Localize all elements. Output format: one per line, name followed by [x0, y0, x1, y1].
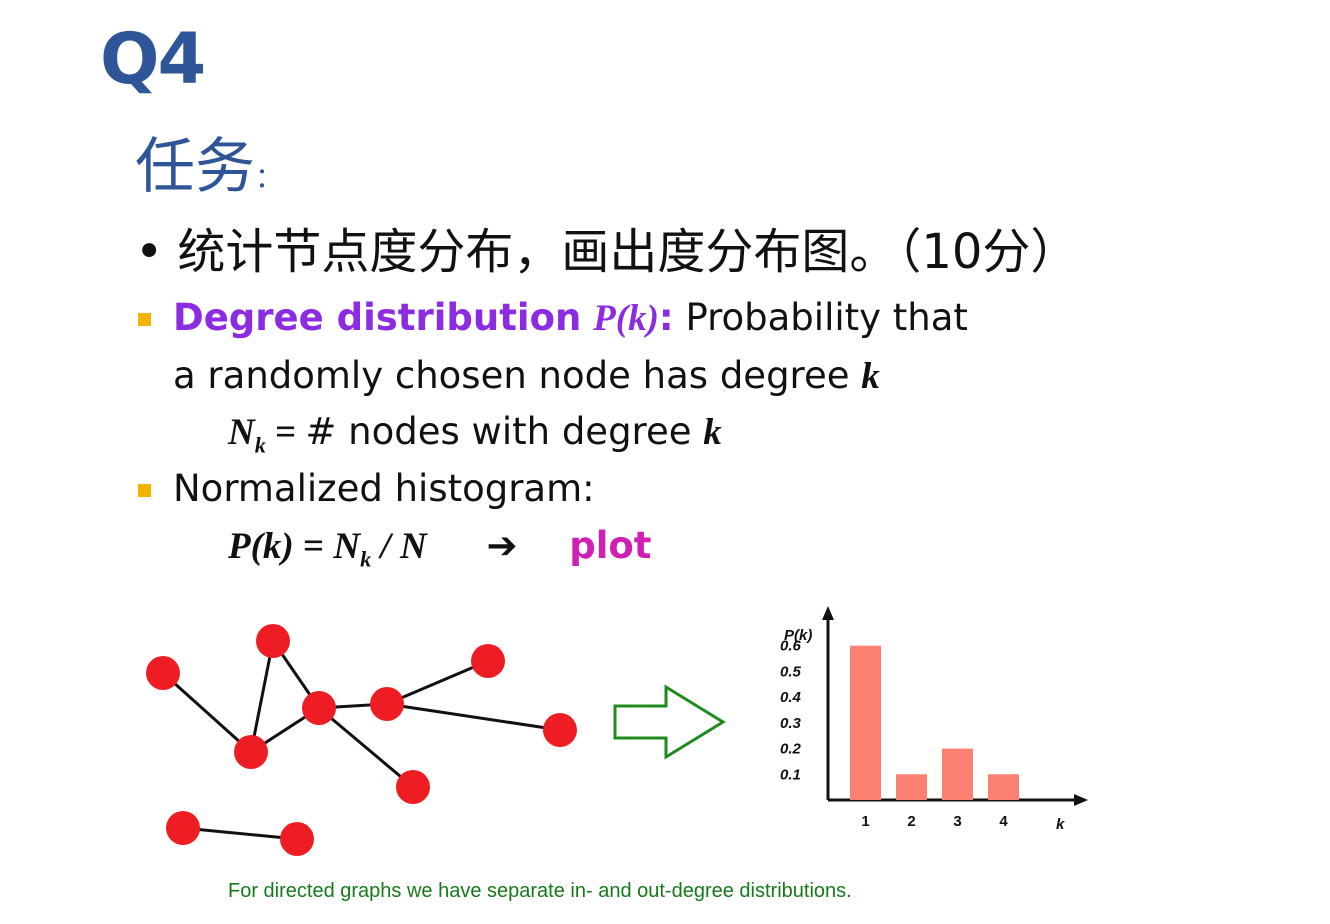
histogram-bar [988, 774, 1019, 800]
plot-word: plot [569, 524, 652, 567]
x-axis-arrowhead-icon [1074, 794, 1088, 806]
bullet-square-icon [138, 484, 151, 497]
x-tick-label: 2 [907, 813, 915, 830]
histogram-bar [850, 645, 881, 800]
definition-line-2: a randomly chosen node has degree k [173, 354, 880, 398]
y-tick-label: 0.6 [780, 638, 802, 655]
nk-subscript: k [254, 432, 266, 458]
task-heading: 任务： [135, 118, 283, 205]
graph-node [146, 656, 180, 690]
graph-node [302, 691, 336, 725]
transform-arrow-icon [613, 684, 726, 760]
nk-text: # nodes with degree [305, 410, 692, 453]
x-tick-label: 1 [861, 813, 869, 830]
nk-k: k [703, 412, 722, 453]
graph-node [370, 687, 404, 721]
formula: P(k) = Nk / N ➔ plot [228, 524, 652, 572]
graph-edge [386, 702, 561, 732]
y-axis-label: P(k) [784, 627, 812, 644]
definition-k: k [861, 356, 880, 397]
y-tick-label: 0.1 [780, 766, 801, 783]
definition-text-1: Probability that [685, 296, 968, 339]
task-bullet: • 统计节点度分布，画出度分布图。（10分） [135, 212, 1078, 282]
histogram-bar [896, 774, 927, 800]
task-colon: ： [255, 161, 284, 194]
x-tick-label: 3 [953, 813, 961, 830]
formula-equals: = [293, 526, 334, 567]
definition-term-colon: : [658, 296, 674, 339]
graph-edge [182, 826, 298, 841]
definition-term: Degree distribution [173, 296, 582, 339]
graph-node [256, 624, 290, 658]
graph-node [234, 735, 268, 769]
graph-edge [249, 640, 275, 753]
slide-title: Q4 [100, 18, 206, 100]
graph-edge [386, 659, 489, 706]
footnote: For directed graphs we have separate in-… [228, 880, 852, 902]
graph-node [166, 811, 200, 845]
y-tick-label: 0.4 [780, 689, 802, 706]
y-tick-label: 0.2 [780, 741, 802, 758]
nk-definition: Nk = # nodes with degree k [228, 410, 722, 458]
formula-div: / N [371, 526, 427, 567]
graph-edge [318, 706, 414, 789]
nk-equals: = [265, 412, 306, 453]
y-axis-arrowhead-icon [822, 606, 834, 620]
graph-edge [161, 671, 253, 754]
graph-node [396, 770, 430, 804]
formula-lhs: P(k) [228, 526, 294, 567]
graph-node [280, 822, 314, 856]
definition-text-2: a randomly chosen node has degree [173, 354, 850, 397]
histogram-label: Normalized histogram: [173, 467, 595, 510]
formula-subscript: k [360, 546, 372, 572]
x-tick-label: 4 [999, 813, 1008, 830]
x-axis-label: k [1056, 816, 1065, 833]
task-label: 任务 [135, 132, 255, 202]
arrow-right-icon: ➔ [486, 524, 518, 567]
graph-node [471, 644, 505, 678]
y-tick-label: 0.5 [780, 663, 802, 680]
bullet-dot: • [135, 224, 164, 280]
definition-term-symbol: P(k) [593, 298, 659, 339]
task-text: 统计节点度分布，画出度分布图。（10分） [177, 224, 1079, 280]
histogram-bar [942, 748, 973, 800]
degree-histogram-chart: P(k) 0.1 0.2 0.3 0.4 0.5 0.6 1 2 3 4 k [780, 606, 1088, 833]
definition-line-1: Degree distribution P(k): Probability th… [173, 296, 968, 340]
graph-node [543, 713, 577, 747]
nk-symbol: N [228, 412, 255, 453]
y-tick-label: 0.3 [780, 715, 802, 732]
bullet-square-icon [138, 313, 151, 326]
formula-n: N [333, 526, 361, 567]
